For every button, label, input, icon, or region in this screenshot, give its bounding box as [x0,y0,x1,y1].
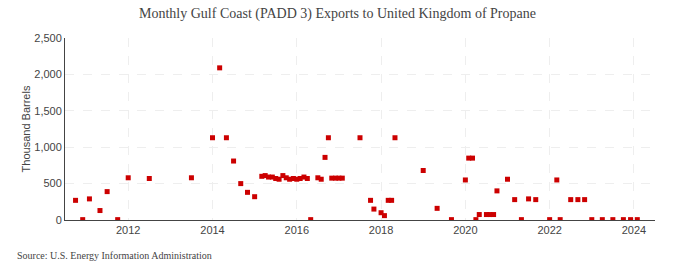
svg-text:500: 500 [43,177,61,189]
svg-text:Monthly Gulf Coast (PADD 3) Ex: Monthly Gulf Coast (PADD 3) Exports to U… [139,6,536,22]
svg-text:2020: 2020 [453,224,477,236]
svg-text:2022: 2022 [537,224,561,236]
svg-text:2012: 2012 [116,224,140,236]
svg-text:2018: 2018 [369,224,393,236]
svg-text:1,500: 1,500 [34,105,62,117]
svg-text:2,500: 2,500 [34,32,62,44]
svg-text:2016: 2016 [285,224,309,236]
svg-text:2014: 2014 [200,224,224,236]
svg-text:1,000: 1,000 [34,141,62,153]
svg-text:2,000: 2,000 [34,68,62,80]
svg-text:Source: U.S. Energy Informatio: Source: U.S. Energy Information Administ… [17,250,212,261]
svg-text:Thousand Barrels: Thousand Barrels [20,85,32,172]
svg-text:2024: 2024 [622,224,646,236]
svg-text:0: 0 [56,214,62,226]
